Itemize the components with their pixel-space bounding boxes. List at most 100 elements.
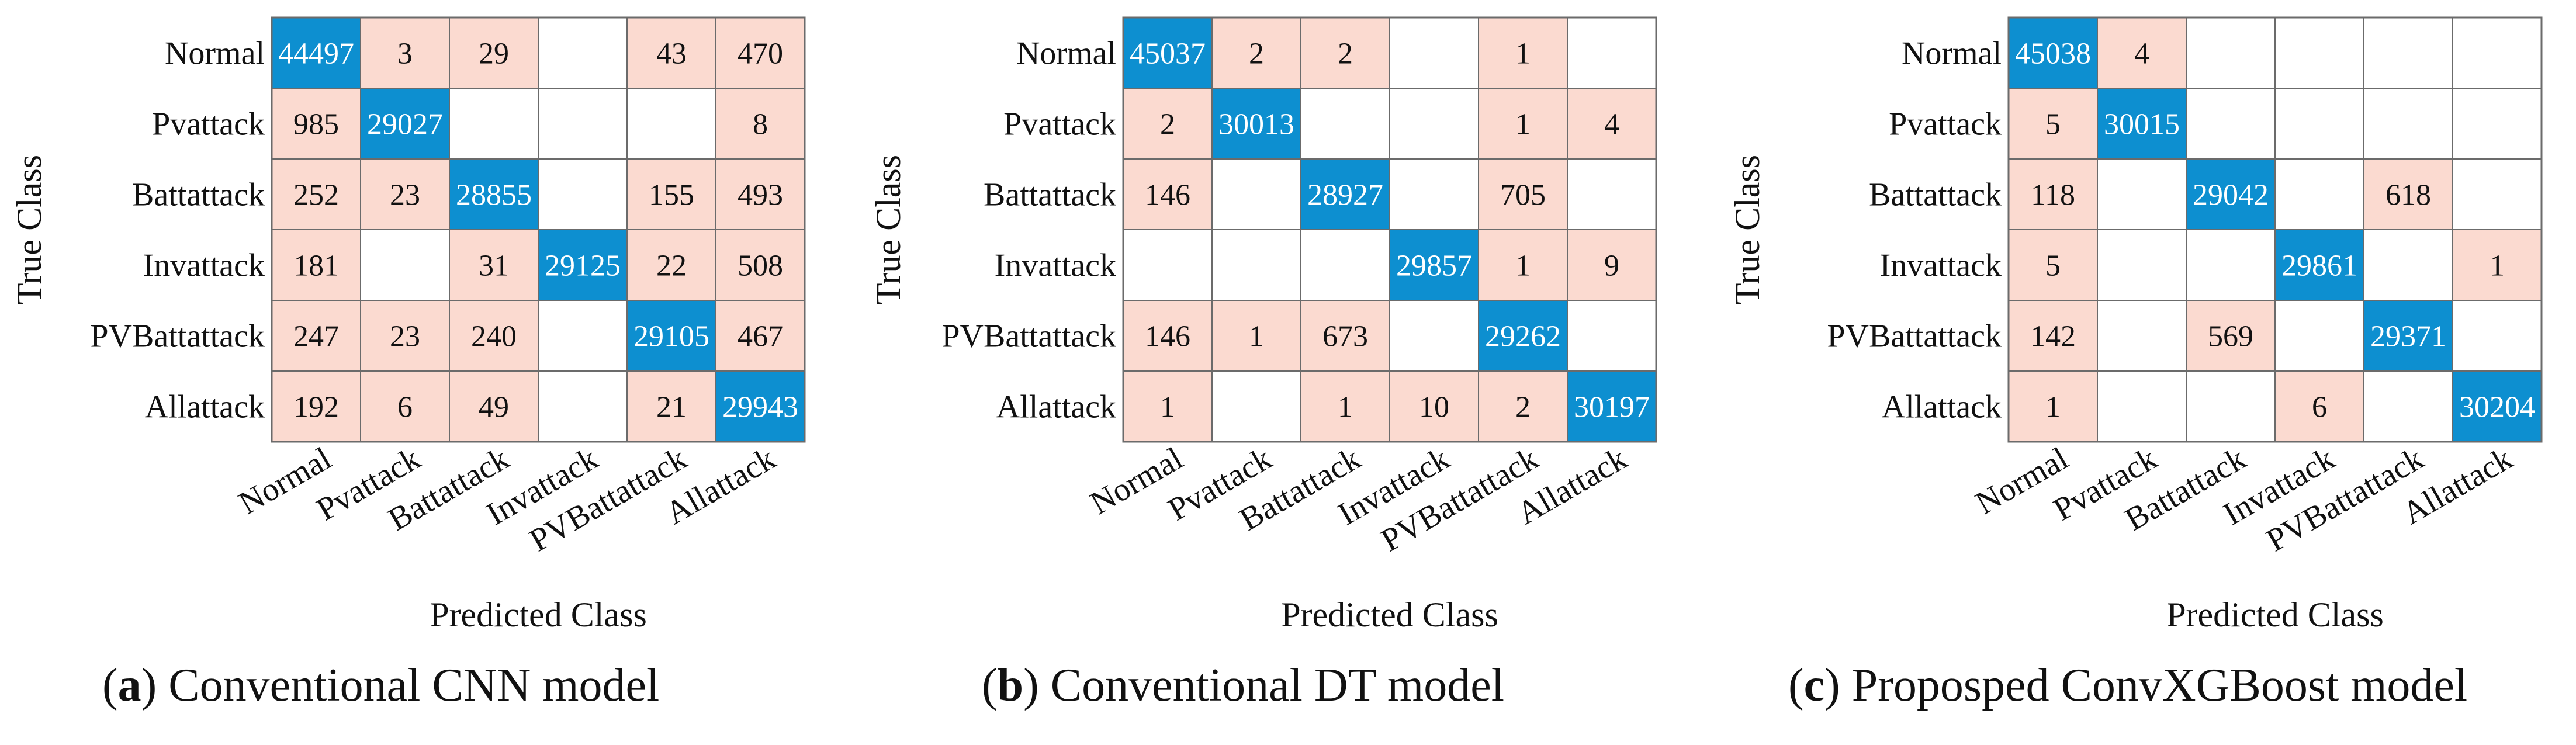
matrix-cell — [2274, 158, 2364, 230]
cell-value: 181 — [293, 250, 339, 283]
matrix-cell — [2097, 370, 2187, 442]
cell-value: 31 — [479, 250, 509, 283]
cell-value: 2 — [1515, 391, 1531, 424]
cell-value: 5 — [2045, 108, 2061, 141]
matrix-cell — [2452, 88, 2542, 160]
cell-value: 2 — [1338, 37, 1353, 71]
row-label: Pvattack — [1889, 106, 2002, 143]
cell-value: 1 — [1515, 250, 1531, 283]
matrix-cell — [2186, 229, 2276, 301]
cell-value: 569 — [2208, 320, 2253, 354]
cell-value: 29 — [479, 37, 509, 71]
matrix-cell — [271, 229, 361, 301]
matrix-cell — [2097, 17, 2187, 89]
row-label: PVBattattack — [1827, 318, 2002, 355]
cell-value: 29125 — [545, 250, 621, 283]
matrix-cell — [271, 88, 361, 160]
cell-value: 5 — [2045, 250, 2061, 283]
matrix-cell — [2008, 17, 2098, 89]
row-label: Pvattack — [1003, 106, 1116, 143]
matrix-cell — [1389, 370, 1479, 442]
matrix-cell — [538, 158, 628, 230]
matrix-cell — [715, 88, 805, 160]
cell-value: 29371 — [2370, 320, 2446, 354]
matrix-cell — [360, 17, 450, 89]
matrix-cell — [715, 370, 805, 442]
panel-cnn: 44497 3 29 43 470 985 29027 8 252 23 28855 155 493 18… — [0, 0, 859, 745]
row-label: Allattack — [996, 389, 1116, 425]
matrix-cell — [1300, 229, 1390, 301]
matrix-cell — [1567, 229, 1657, 301]
matrix-cell — [271, 17, 361, 89]
matrix-cell — [2452, 17, 2542, 89]
cell-value: 493 — [738, 179, 783, 212]
x-axis-title: Predicted Class — [430, 595, 647, 634]
cell-value: 29861 — [2281, 250, 2357, 283]
cell-value: 118 — [2031, 179, 2075, 212]
cell-value: 142 — [2030, 320, 2076, 354]
cell-value: 1 — [1338, 391, 1353, 424]
matrix-cell — [2274, 17, 2364, 89]
cell-value: 1 — [2045, 391, 2061, 424]
matrix-cell — [1389, 229, 1479, 301]
row-label: Normal — [1902, 36, 2002, 72]
matrix-cell — [2008, 229, 2098, 301]
cell-value: 45038 — [2015, 37, 2091, 71]
cell-value: 43 — [656, 37, 687, 71]
cell-value: 29262 — [1485, 320, 1561, 354]
panel-dt: 45037 2 2 1 2 30013 1 4 146 28927 705 29857 1 9 146 1 67… — [859, 0, 1718, 745]
matrix-cell — [1300, 17, 1390, 89]
cell-value: 4 — [2134, 37, 2149, 71]
matrix-cell — [1123, 370, 1213, 442]
matrix-cell — [1478, 229, 1568, 301]
cell-value: 6 — [2312, 391, 2327, 424]
matrix-cell — [449, 300, 539, 372]
cell-value: 28927 — [1307, 179, 1383, 212]
matrix-cell — [538, 370, 628, 442]
cell-value: 9 — [1604, 250, 1619, 283]
caption-letter: b — [997, 660, 1024, 711]
matrix-cell — [2274, 229, 2364, 301]
matrix-cell — [2363, 300, 2453, 372]
cell-value: 146 — [1145, 179, 1190, 212]
row-label: Normal — [165, 36, 265, 72]
matrix-cell — [626, 17, 716, 89]
matrix-cell — [538, 17, 628, 89]
cell-value: 10 — [1419, 391, 1449, 424]
matrix-cell — [2008, 370, 2098, 442]
matrix-cell — [2008, 158, 2098, 230]
matrix-cell — [1300, 88, 1390, 160]
matrix-cell — [2186, 88, 2276, 160]
row-label: Battattack — [132, 177, 265, 213]
matrix-cell — [1567, 370, 1657, 442]
matrix-cell — [2097, 300, 2187, 372]
cell-value: 240 — [471, 320, 517, 354]
panel-convxgboost: 45038 4 5 30015 118 29042 618 5 29861 1 142 569 2937… — [1718, 0, 2576, 745]
cell-value: 29943 — [722, 391, 798, 424]
matrix-cell — [1123, 17, 1213, 89]
matrix-cell — [1389, 88, 1479, 160]
matrix-border — [271, 16, 806, 443]
row-label: PVBattattack — [90, 318, 265, 355]
row-label: Allattack — [1882, 389, 2002, 425]
x-axis-title: Predicted Class — [1281, 595, 1498, 634]
matrix-cell — [360, 370, 450, 442]
row-label: Allattack — [145, 389, 265, 425]
matrix-cell — [626, 229, 716, 301]
matrix-cell — [626, 300, 716, 372]
matrix-cell — [2186, 158, 2276, 230]
matrix-cell — [1123, 229, 1213, 301]
confusion-matrix-dt: 45037 2 2 1 2 30013 1 4 146 28927 705 29857 1 9 146 1 67… — [869, 16, 1657, 634]
row-label: Pvattack — [152, 106, 265, 143]
cell-value: 192 — [293, 391, 339, 424]
cell-value: 1 — [1515, 108, 1531, 141]
caption-dt: (b) Conventional DT model — [982, 660, 1504, 711]
row-label: PVBattattack — [941, 318, 1116, 355]
cell-value: 29857 — [1396, 250, 1472, 283]
x-axis-title: Predicted Class — [2166, 595, 2384, 634]
y-axis-title: True Class — [10, 155, 49, 304]
cell-value: 29042 — [2193, 179, 2269, 212]
cell-value: 252 — [293, 179, 339, 212]
matrix-cell — [1567, 300, 1657, 372]
